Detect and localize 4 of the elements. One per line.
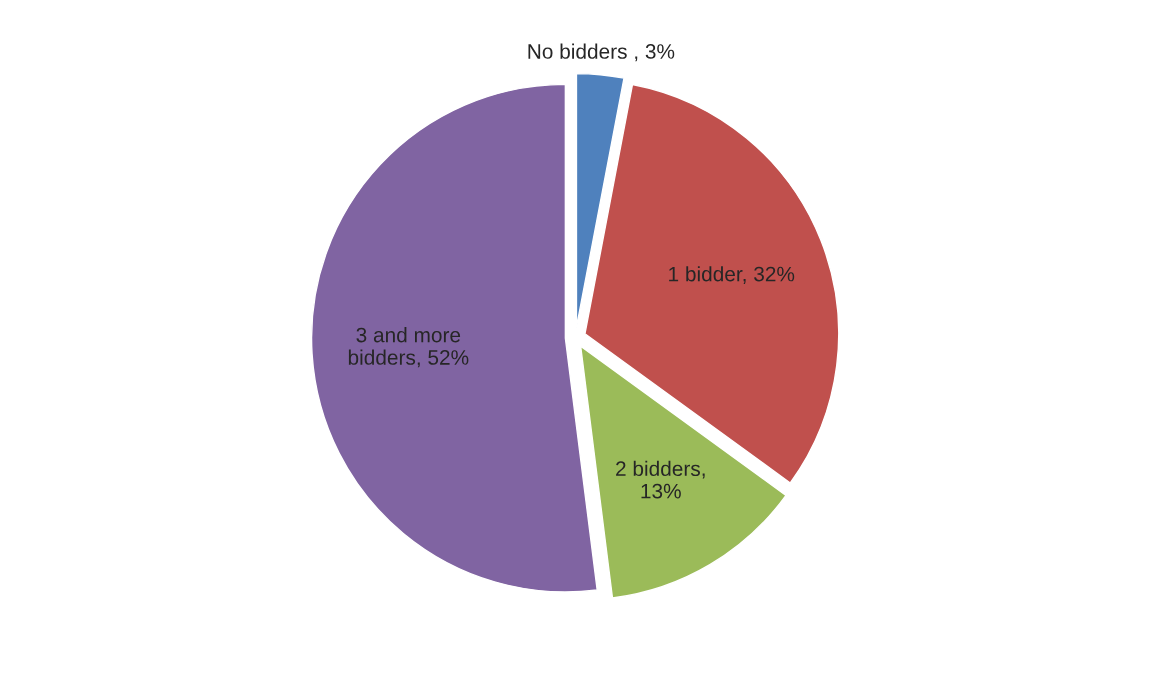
slice-label: 1 bidder, 32%: [669, 266, 795, 284]
slice-label: 2 bidders, 13%: [616, 460, 705, 499]
slice-label: No bidders , 3%: [528, 43, 675, 62]
slice-label: 3 and more bidders, 52%: [348, 327, 469, 368]
